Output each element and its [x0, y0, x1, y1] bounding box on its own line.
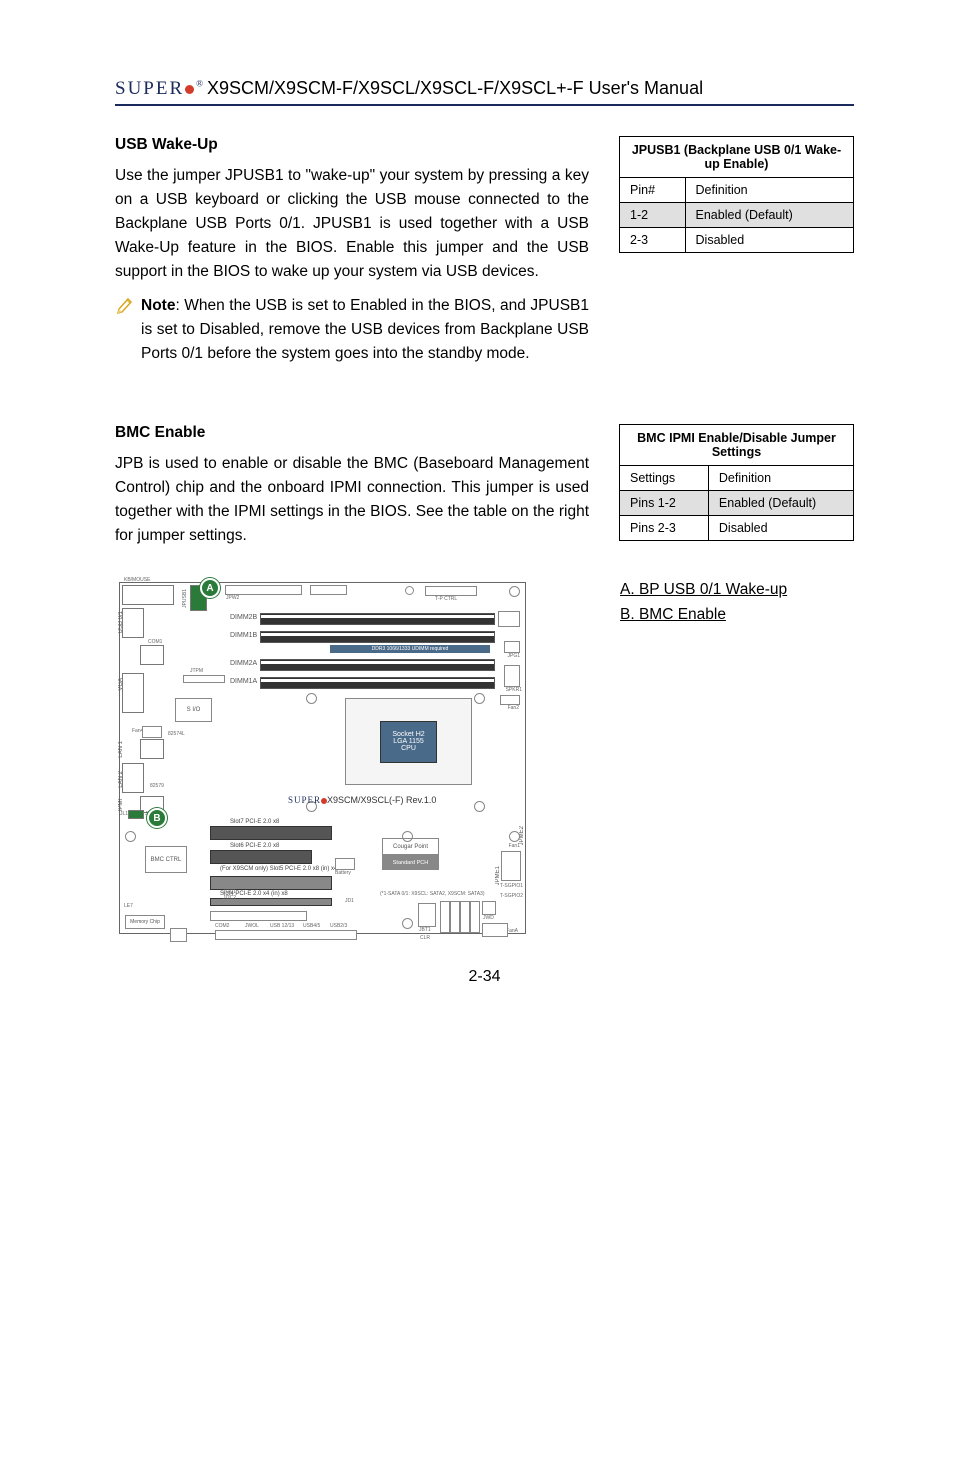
table-cell: 1-2: [620, 203, 686, 228]
jd1-label: JD1: [345, 898, 354, 904]
pencil-icon: [115, 296, 133, 366]
cpu-label: CPU: [401, 745, 416, 752]
table-cell: Enabled (Default): [708, 491, 853, 516]
page-header: SUPER ® X9SCM/X9SCM-F/X9SCL/X9SCL-F/X9SCL…: [115, 78, 854, 106]
bmc-col2-header: Definition: [708, 466, 853, 491]
jwol-label: JWOL: [245, 923, 259, 929]
fan2-label: Fan2: [508, 705, 519, 711]
bmc-chip: BMC CTRL: [145, 846, 187, 873]
ji2c2-label: JI2C2: [223, 895, 236, 901]
page-number: 2-34: [115, 968, 854, 986]
table-cell: Pins 2-3: [620, 516, 709, 541]
com2-label: COM2: [215, 923, 229, 929]
spkr1-label: SPKR1: [506, 687, 522, 693]
table-cell: Pins 1-2: [620, 491, 709, 516]
battery-label: Battery: [335, 870, 351, 876]
table-cell: Disabled: [708, 516, 853, 541]
lan1-label: LAN 1: [118, 741, 124, 758]
marker-b: B: [147, 808, 167, 828]
note-block: Note: When the USB is set to Enabled in …: [115, 294, 589, 366]
mem-chip: Memory Chip: [125, 915, 165, 929]
slot5-label: (For X9SCM only) Slot5 PCI-E 2.0 x8 (in)…: [220, 866, 337, 872]
cpu-label: LGA 1155: [393, 738, 424, 745]
section-title-usb: USB Wake-Up: [115, 136, 589, 154]
section-title-bmc: BMC Enable: [115, 424, 589, 442]
jpw2-label: JPW2: [226, 595, 239, 601]
usb1213-label: USB 12/13: [270, 923, 294, 929]
kb-mouse-label: KB/MOUSE: [124, 577, 150, 583]
brand-text: SUPER: [115, 78, 184, 99]
dimm-label: DIMM2A: [230, 660, 257, 667]
jwd-label: JWD: [483, 915, 494, 921]
slot7-label: Slot7 PCI-E 2.0 x8: [230, 819, 279, 825]
brand-dot: [185, 85, 194, 94]
bmc-table-header: BMC IPMI Enable/Disable Jumper Settings: [620, 425, 854, 466]
board-revision: SUPERX9SCM/X9SCL(-F) Rev.1.0: [288, 795, 436, 805]
tsgpio1-label: T-SGPIO1: [500, 883, 523, 889]
cpu-socket: Socket H2 LGA 1155 CPU: [345, 698, 472, 785]
tpctrl-label: T-P CTRL: [435, 596, 457, 602]
fan1-label: Fan1: [509, 843, 520, 849]
jpg1-label: JPG1: [507, 653, 520, 659]
jpusb1-col1-header: Pin#: [620, 178, 686, 203]
dimm-label: DIMM1A: [230, 678, 257, 685]
manual-title: X9SCM/X9SCM-F/X9SCL/X9SCL-F/X9SCL+-F Use…: [207, 78, 703, 99]
brand-logo: SUPER ®: [115, 78, 205, 100]
tsgpio2-label: T-SGPIO2: [500, 893, 523, 899]
jbt1-label: JBT1: [419, 927, 431, 933]
usb23-label: USB2/3: [330, 923, 347, 929]
jpusb1-table-header: JPUSB1 (Backplane USB 0/1 Wake-up Enable…: [620, 137, 854, 178]
jpusb1-label: JPUSB1: [182, 589, 188, 608]
diagram-legend: A. BP USB 0/1 Wake-up B. BMC Enable: [620, 578, 787, 628]
brand-registered: ®: [196, 79, 205, 89]
usb45-label: USB4/5: [303, 923, 320, 929]
table-cell: Disabled: [685, 228, 853, 253]
bmc-col1-header: Settings: [620, 466, 709, 491]
motherboard-diagram: KB/MOUSE JPUSB1 JPW2 T-P CTRL DIMM2B DIM…: [115, 578, 530, 938]
note-text: Note: When the USB is set to Enabled in …: [141, 294, 589, 366]
note-body: : When the USB is set to Enabled in the …: [141, 297, 589, 362]
table-cell: 2-3: [620, 228, 686, 253]
dimm-label: DIMM1B: [230, 632, 257, 639]
jtpm-label: JTPM: [190, 668, 203, 674]
pch-chip: Standard PCH: [382, 855, 439, 870]
ipmi-label: IPMI: [118, 799, 124, 811]
sio-chip: S I/O: [175, 698, 212, 722]
sata-note: (*1-SATA 0/1: X9SCL: SATA2, X9SCM: SATA3…: [380, 891, 484, 897]
ddr-requirement: DDR3 1066/1333 UDIMM required: [330, 645, 490, 653]
link-bmc-enable[interactable]: B. BMC Enable: [620, 606, 726, 623]
section-body-bmc: JPB is used to enable or disable the BMC…: [115, 452, 589, 548]
cpu-label: Socket H2: [392, 731, 424, 738]
link-bp-usb-wakeup[interactable]: A. BP USB 0/1 Wake-up: [620, 581, 787, 598]
note-label: Note: [141, 297, 175, 314]
le7-label: LE7: [124, 903, 133, 909]
jpusb1-table: JPUSB1 (Backplane USB 0/1 Wake-up Enable…: [619, 136, 854, 253]
section-body-usb: Use the jumper JPUSB1 to "wake-up" your …: [115, 164, 589, 284]
slot6-label: Slot6 PCI-E 2.0 x8: [230, 843, 279, 849]
bmc-table: BMC IPMI Enable/Disable Jumper Settings …: [619, 424, 854, 541]
table-cell: Enabled (Default): [685, 203, 853, 228]
marker-a: A: [200, 578, 220, 598]
jpusb1-col2-header: Definition: [685, 178, 853, 203]
dimm-label: DIMM2B: [230, 614, 257, 621]
